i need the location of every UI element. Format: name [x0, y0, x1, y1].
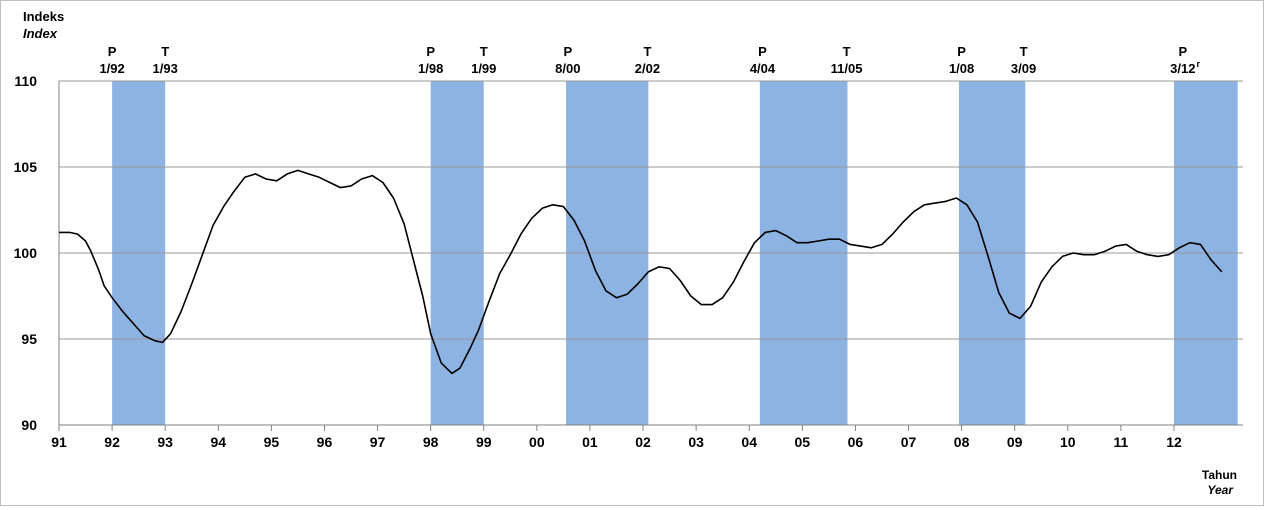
x-tick-label: 00: [529, 434, 545, 450]
turning-point-date: 11/05: [831, 61, 863, 76]
x-tick-label: 05: [795, 434, 811, 450]
y-tick-labels: 90 95 100 105 110: [14, 73, 38, 433]
x-tick-label: 01: [582, 434, 598, 450]
x-tick-label: 96: [317, 434, 333, 450]
x-tick-label: 09: [1007, 434, 1023, 450]
y-tick-label: 100: [14, 245, 38, 261]
turning-point-type: T: [480, 44, 488, 59]
x-tick-label: 94: [210, 434, 226, 450]
x-tick-label: 04: [741, 434, 757, 450]
turning-point-labels: P 1/92 T 1/93 P 1/98 T 1/99 P 8/00 T 2/02 P 4/04 T 11/0…: [99, 44, 1200, 76]
turning-point-date: 8/00: [555, 61, 580, 76]
x-tick-label: 07: [901, 434, 917, 450]
turning-point-type: P: [108, 44, 117, 59]
x-tick-label: 92: [104, 434, 120, 450]
turning-point-superscript: r: [1196, 59, 1200, 69]
turning-point-type: T: [643, 44, 651, 59]
x-tick-label: 99: [476, 434, 492, 450]
x-tick-label: 11: [1113, 434, 1128, 450]
turning-point-date: 1/93: [153, 61, 178, 76]
turning-point-date: 3/09: [1011, 61, 1036, 76]
turning-point-type: T: [161, 44, 169, 59]
turning-point-date: 3/12: [1170, 61, 1195, 76]
turning-point-type: P: [1178, 44, 1187, 59]
x-axis-title: Tahun: [1202, 468, 1237, 482]
x-tick-label: 08: [954, 434, 970, 450]
x-axis-title-en: Year: [1207, 483, 1234, 497]
x-tick-label: 95: [264, 434, 280, 450]
x-tick-labels: 91 92 93 94 95 96 97 98 99 00 01 02 03 04 05 06 07 08 09 10…: [51, 425, 1182, 450]
turning-point-date: 1/99: [471, 61, 496, 76]
turning-point-date: 4/04: [750, 61, 776, 76]
x-tick-label: 06: [848, 434, 864, 450]
turning-point-type: P: [758, 44, 767, 59]
series-line-composite-index: [59, 169, 1223, 375]
y-tick-label: 105: [14, 159, 38, 175]
y-axis-title: Indeks: [23, 9, 64, 24]
x-tick-label: 12: [1166, 434, 1182, 450]
turning-point-type: T: [843, 44, 851, 59]
turning-point-date: 2/02: [635, 61, 660, 76]
x-tick-label: 03: [688, 434, 704, 450]
x-tick-label: 10: [1060, 434, 1076, 450]
y-tick-label: 95: [21, 331, 37, 347]
turning-point-type: P: [957, 44, 966, 59]
turning-point-date: 1/98: [418, 61, 443, 76]
turning-point-date: 1/92: [99, 61, 124, 76]
x-tick-label: 97: [370, 434, 386, 450]
y-axis-title-en: Index: [23, 26, 58, 41]
x-tick-label: 91: [51, 434, 67, 450]
y-tick-label: 110: [14, 73, 37, 89]
x-tick-label: 02: [635, 434, 651, 450]
turning-point-type: T: [1020, 44, 1028, 59]
axes: [58, 81, 1243, 426]
x-tick-label: 98: [423, 434, 439, 450]
y-tick-label: 90: [21, 417, 37, 433]
turning-point-type: P: [563, 44, 572, 59]
x-tick-label: 93: [157, 434, 173, 450]
turning-point-type: P: [426, 44, 435, 59]
turning-point-date: 1/08: [949, 61, 974, 76]
gridlines: [59, 80, 1243, 426]
